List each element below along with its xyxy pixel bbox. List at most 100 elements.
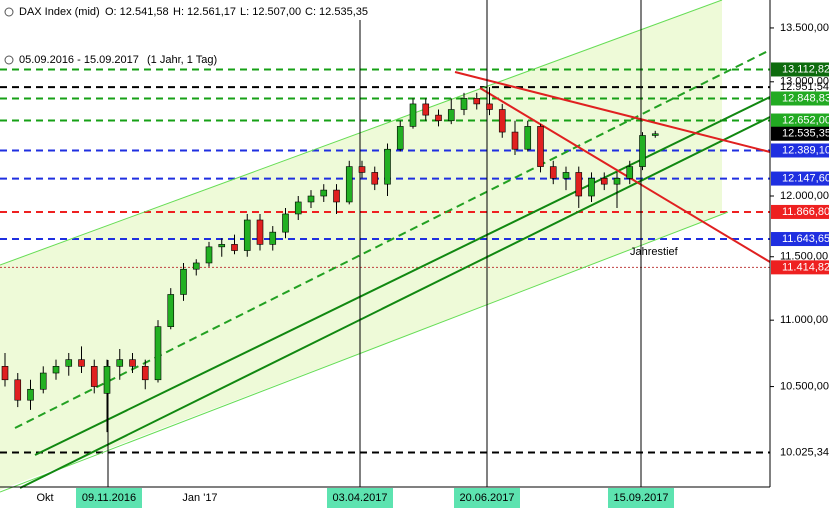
candle-body [396,126,404,150]
trend-line [34,96,771,456]
date-range: 05.09.2016 - 15.09.2017 [19,54,139,66]
candle-body [639,135,646,167]
x-tick-label: Okt [36,492,53,504]
price-tag-label: 12.389,10 [782,144,831,156]
price-tag [771,260,829,275]
candle-body [27,388,34,401]
candle-body [243,219,251,251]
candle-body [371,172,379,185]
ohlc-high: H: 12.561,17 [173,6,236,18]
candle-body [588,177,595,197]
candle-body [498,109,506,133]
candle-body [269,231,277,245]
y-tick-label: 11.500,00 [780,251,828,263]
candle-body [205,246,213,264]
price-tag [771,91,829,106]
candle-body [282,213,289,233]
candle-body [473,98,481,105]
candle-body [575,172,583,197]
candle-body [422,103,430,116]
x-tick-label: Jan '17 [182,492,217,504]
x-tick-label: 15.09.2017 [613,492,668,504]
candle-body [600,177,608,185]
candle-body [78,359,85,367]
ohlc-open: O: 12.541,58 [105,6,169,18]
price-tag-label: 12.147,60 [782,172,831,184]
price-tag [771,171,829,186]
y-tick-label: 13.000,00 [780,76,829,88]
y-tick-label: 11.000,00 [780,314,828,326]
candle-body [447,109,455,122]
candle-body [320,189,328,197]
price-tag-label: 11.414,82 [782,261,830,273]
candle-body [141,366,149,381]
icon [4,7,14,17]
candle-body [14,379,22,401]
candle-body [231,244,238,251]
candle-body [1,366,9,381]
date-tag [608,488,674,508]
price-tag-label: 12.848,83 [782,92,831,104]
price-tag-label: 11.866,80 [782,206,830,218]
y-tick-label: 10.500,00 [780,380,829,392]
price-tag-label: 12.535,35 [782,128,831,140]
ohlc-low: L: 12.507,00 [240,6,301,18]
candle-body [65,359,73,367]
candle-body [613,177,621,185]
annotation: Jahrestief [630,246,679,258]
candle-body [129,359,136,367]
resistance-line [454,71,771,153]
header-bg [0,0,400,20]
y-tick-label: 12.000,00 [780,190,829,202]
candle-body [651,133,659,136]
date-tag [454,488,520,508]
channel-upper [0,0,723,266]
candle-body [180,268,187,295]
candle-body [192,262,200,270]
date-tag [76,488,142,508]
candle-body [116,359,124,367]
ohlc-close: C: 12.535,35 [305,6,368,18]
trend-dashed [14,49,771,429]
candle-body [626,166,634,179]
candle-body [256,219,264,245]
candle-body [435,114,442,122]
resistance-line [479,87,771,263]
price-tag [771,143,829,158]
candle-body [90,366,98,387]
x-tick-label: 09.11.2016 [82,492,136,504]
period: (1 Jahr, 1 Tag) [147,54,217,66]
price-label: 10.025,34 [780,446,829,458]
candle-body [294,201,302,215]
candle-body [103,366,111,394]
chart-title: DAX Index (mid) [19,6,100,18]
candle-body [52,366,60,374]
candle-body [549,166,557,179]
y-tick-label: 13.500,00 [780,22,829,34]
price-tag-label: 13.112,82 [782,63,830,75]
price-tag [771,126,829,141]
candle-body [460,98,468,110]
channel-lower [0,211,729,493]
candle-body [562,172,570,179]
candle-body [307,195,315,203]
price-tag [771,62,829,77]
candle-body [358,166,366,173]
price-tag [771,113,829,128]
channel-fill [0,0,722,490]
x-tick-label: 20.06.2017 [459,492,514,504]
price-label: 12.951,54 [780,81,829,93]
candle-body [345,166,353,203]
x-tick-label: 03.04.2017 [332,492,387,504]
candle-body [537,126,544,167]
candle-body [333,189,340,203]
candle-body [218,244,226,248]
price-tag [771,232,829,247]
candle-body [154,326,162,381]
candle-body [409,103,417,127]
icon [4,55,14,65]
price-tag-label: 12.652,00 [782,114,831,126]
price-tag-label: 11.643,65 [782,233,830,245]
candle-body [486,103,493,110]
